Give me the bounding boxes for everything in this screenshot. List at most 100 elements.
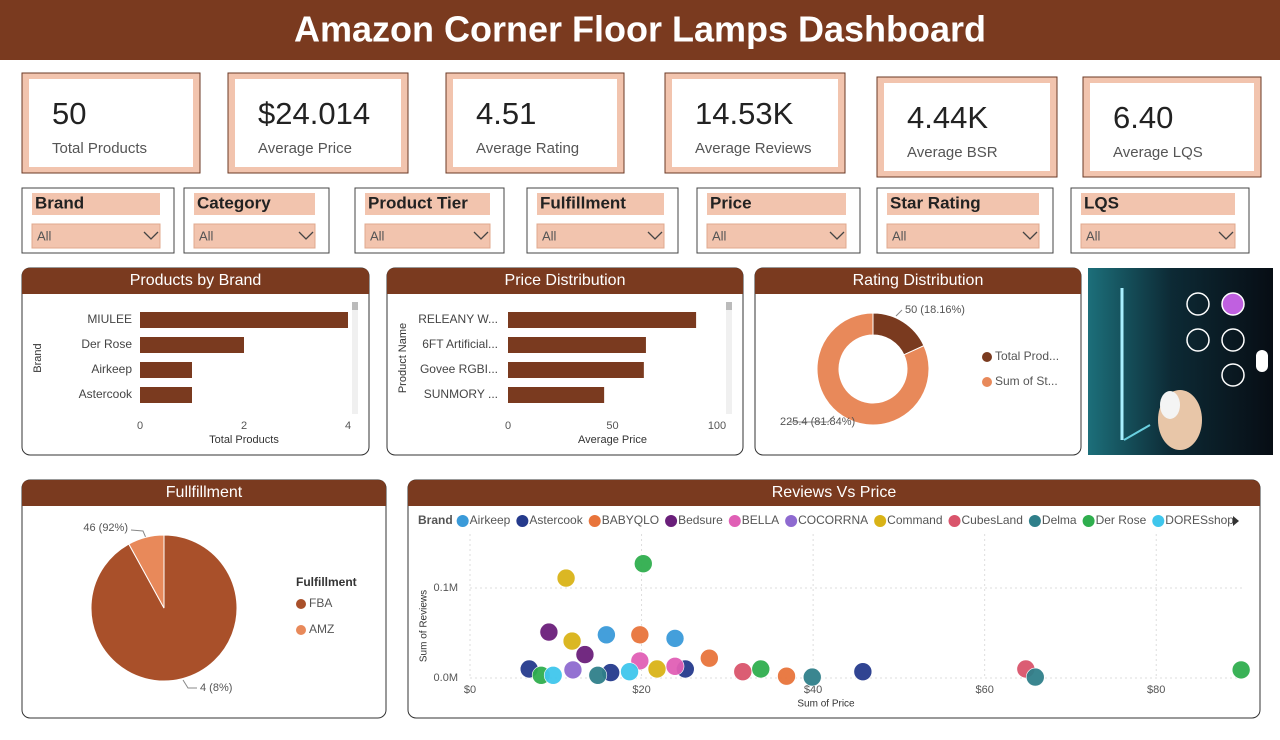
leader-line [182, 679, 197, 689]
x-tick-label: $40 [804, 684, 822, 696]
filter-dropdown[interactable] [193, 223, 316, 249]
filter-label-bg [1081, 193, 1235, 215]
kpi-label: Total Products [52, 140, 147, 157]
point [588, 665, 608, 685]
dropdown-chevron [473, 231, 489, 240]
filter-dropdown[interactable] [364, 223, 491, 249]
data-label: 50 (18.16%) [905, 304, 965, 316]
point [562, 631, 582, 651]
kpi-card [235, 79, 401, 167]
panel-title-bar [755, 268, 1081, 294]
legend-label: Bedsure [678, 513, 723, 527]
y-tick-label: 0.1M [434, 582, 458, 594]
legend-label: BABYQLO [602, 513, 659, 527]
legend-label: FBA [309, 596, 332, 610]
dropdown-chevron [298, 231, 314, 240]
kpi-value: 4.51 [476, 96, 536, 131]
point [751, 659, 771, 679]
point [539, 622, 559, 642]
kpi-card [1090, 83, 1254, 171]
filter-label: Product Tier [368, 193, 468, 212]
category-label: 6FT Artificial... [422, 337, 498, 351]
legend-marker [1082, 515, 1095, 527]
legend-marker [296, 599, 306, 609]
bar [140, 337, 244, 353]
legend-label: DORESshop [1165, 513, 1234, 527]
x-tick-label: $60 [975, 684, 993, 696]
point [575, 645, 595, 664]
legend-label: Astercook [529, 513, 583, 527]
filter-dropdown[interactable] [31, 223, 161, 249]
filter-dropdown[interactable] [536, 223, 665, 249]
bar [508, 312, 697, 328]
legend-label: BELLA [742, 513, 779, 527]
bar [140, 362, 192, 378]
point [563, 660, 583, 680]
filter-label-bg [707, 193, 846, 215]
filter-dropdown[interactable] [706, 223, 847, 249]
legend-marker [728, 515, 741, 527]
point [1025, 667, 1045, 687]
legend-label: AMZ [309, 622, 334, 636]
kpi-card [453, 79, 617, 167]
kpi-label: Average Price [258, 140, 352, 157]
x-axis-label: Sum of Price [797, 699, 855, 710]
point [1231, 660, 1251, 680]
dropdown-chevron [647, 231, 663, 240]
point [543, 665, 563, 685]
filter-dropdown[interactable] [1080, 223, 1236, 249]
panel-title: Products by Brand [130, 272, 262, 289]
category-label: Airkeep [91, 362, 132, 376]
leader-line [790, 415, 835, 423]
legend-marker [1152, 515, 1165, 527]
bar [508, 337, 646, 353]
kpi-value: 14.53K [695, 96, 794, 131]
filter-label-bg [537, 193, 664, 215]
point [777, 666, 796, 686]
point [802, 667, 822, 687]
kpi-value: 4.44K [907, 100, 988, 135]
y-tick-label: 0.0M [434, 672, 458, 684]
slice [90, 534, 238, 682]
x-tick-label: 2 [241, 420, 247, 432]
dropdown-chevron [829, 231, 845, 240]
filter-label: Brand [35, 193, 84, 212]
legend-label: Delma [1042, 513, 1077, 527]
data-label: 4 (8%) [200, 682, 232, 694]
bar [140, 312, 348, 328]
legend-label: COCORRNA [798, 513, 868, 527]
category-label: Astercook [79, 387, 133, 401]
filter-label: Category [197, 193, 271, 212]
kpi-label: Average BSR [907, 144, 998, 161]
kpi-value: $24.014 [258, 96, 370, 131]
filter-dropdown[interactable] [886, 223, 1040, 249]
filter-selection: All [1086, 228, 1101, 243]
header-bar [0, 0, 1280, 60]
filter-label-bg [32, 193, 160, 215]
filter-selection: All [37, 228, 52, 243]
x-tick-label: $20 [632, 684, 650, 696]
x-tick-label: 0 [505, 420, 511, 432]
panel-title: Price Distribution [505, 272, 626, 289]
kpi-card [672, 79, 838, 167]
scrollbar-thumb [352, 302, 358, 310]
filter-selection: All [712, 228, 727, 243]
category-label: RELEANY W... [418, 312, 498, 326]
legend-title: Brand [418, 513, 453, 527]
legend-marker [785, 515, 798, 527]
x-axis-label: Average Price [578, 434, 647, 446]
panel-title: Fullfillment [166, 484, 243, 501]
point [647, 659, 667, 679]
legend-label: Airkeep [470, 513, 511, 527]
legend-label: CubesLand [962, 513, 1023, 527]
x-tick-label: 4 [345, 420, 351, 432]
point [633, 554, 653, 574]
legend-scroll-arrow[interactable] [1233, 516, 1239, 526]
legend-marker [982, 377, 992, 387]
bar [508, 362, 644, 378]
kpi-value: 50 [52, 96, 86, 131]
filter-label: Price [710, 193, 752, 212]
point [665, 656, 685, 676]
filter-label: LQS [1084, 193, 1119, 212]
legend-marker [874, 515, 887, 527]
